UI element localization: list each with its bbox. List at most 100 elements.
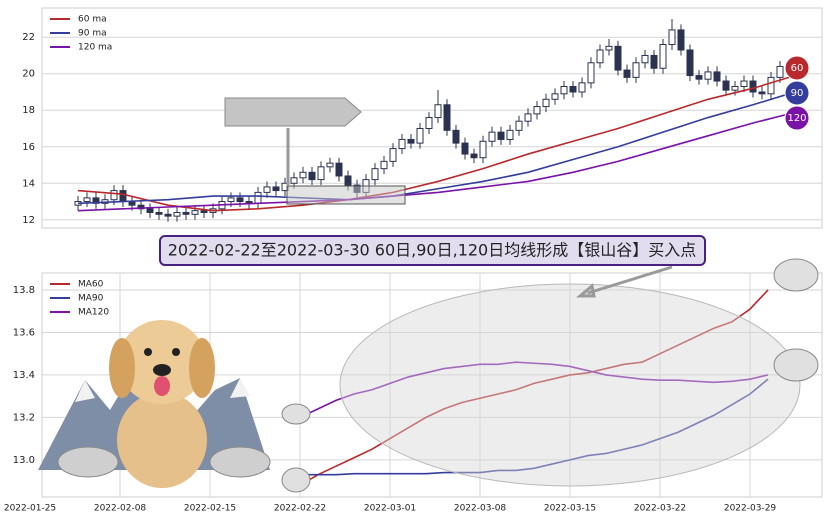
x-tick-label: 2022-01-25 — [4, 504, 56, 514]
ma-line — [77, 113, 790, 212]
silver-cup — [773, 348, 819, 382]
candle-body — [686, 49, 694, 77]
candle-body — [479, 140, 487, 159]
highlight-region — [286, 185, 406, 205]
x-tick-label: 2022-03-29 — [724, 504, 777, 514]
candle-body — [488, 131, 496, 142]
candle-body — [299, 171, 307, 179]
candle-body — [407, 138, 415, 144]
candle-body — [83, 197, 91, 203]
highlight-ellipse — [339, 283, 801, 487]
candle-body — [128, 201, 136, 206]
candle-body — [569, 86, 577, 93]
candle-body — [704, 71, 712, 80]
candle-body — [416, 127, 424, 144]
silver-cup — [281, 403, 311, 425]
candle-body — [578, 82, 586, 93]
candle-body — [524, 113, 532, 122]
silver-ingot — [57, 446, 119, 478]
candle-body — [641, 54, 649, 64]
candle-body — [767, 76, 775, 95]
candle-body — [587, 62, 595, 84]
candle-body — [110, 190, 118, 201]
x-tick-label: 2022-03-08 — [454, 504, 507, 514]
candle-body — [182, 211, 190, 215]
candle-body — [758, 91, 766, 95]
ma-badge-label: 60 — [791, 63, 804, 74]
dog-tongue — [154, 376, 170, 396]
ellipse-arrow — [575, 265, 673, 298]
y-tick-label: 20 — [22, 69, 35, 80]
y-tick-label: 13.8 — [13, 285, 35, 296]
candle-body — [389, 148, 397, 162]
candle-body — [380, 160, 388, 170]
legend-label: MA60 — [78, 280, 104, 290]
candle-body — [254, 191, 262, 204]
candle-body — [326, 162, 334, 168]
silver-cup — [773, 258, 819, 292]
candle-body — [605, 45, 613, 51]
candle-body — [146, 208, 154, 213]
candle-body — [461, 142, 469, 155]
candle-body — [659, 44, 667, 69]
ma-line — [300, 378, 769, 476]
candle-body — [191, 210, 199, 215]
ma-badge-label: 90 — [791, 88, 804, 99]
dog-eye — [144, 348, 152, 356]
candle-body — [317, 166, 325, 181]
y-tick-label: 13.2 — [13, 412, 35, 423]
candle-body — [632, 62, 640, 78]
annotation-arrow — [224, 97, 362, 127]
ma-badge — [784, 55, 810, 81]
candle-body — [506, 129, 514, 140]
candle-body — [335, 162, 343, 177]
dog-eye — [172, 348, 180, 356]
dog-head — [118, 320, 206, 404]
legend-label: MA90 — [78, 294, 104, 304]
ma-line — [299, 361, 769, 419]
y-tick-label: 18 — [22, 105, 35, 116]
candle-body — [452, 129, 460, 144]
candle-body — [497, 131, 505, 140]
candle-body — [272, 186, 280, 192]
candle-body — [119, 190, 127, 203]
y-tick-label: 22 — [22, 32, 35, 43]
y-tick-label: 13.0 — [13, 455, 35, 466]
candle-body — [200, 210, 208, 213]
candle-body — [740, 80, 748, 88]
x-tick-label: 2022-03-15 — [544, 504, 596, 514]
candle-body — [227, 197, 235, 203]
candle-body — [542, 98, 550, 108]
x-tick-label: 2022-03-22 — [634, 504, 686, 514]
x-tick-label: 2022-02-15 — [184, 504, 236, 514]
dog-ear — [109, 338, 135, 398]
candle-body — [308, 171, 316, 181]
candle-body — [290, 177, 298, 184]
candle-body — [533, 106, 541, 115]
candle-body — [668, 29, 676, 46]
ma-line — [77, 93, 790, 205]
candle-body — [677, 29, 685, 51]
candle-body — [515, 120, 523, 131]
candle-body — [236, 197, 244, 203]
snow-caps — [75, 360, 250, 402]
x-tick-label: 2022-03-01 — [364, 504, 416, 514]
dog — [109, 320, 215, 488]
candle-body — [596, 49, 604, 64]
ma-line — [299, 289, 769, 487]
candle-body — [614, 45, 622, 71]
candle-body — [551, 93, 559, 100]
candle-body — [155, 211, 163, 215]
candle-body — [776, 65, 784, 78]
dog-body — [117, 392, 207, 488]
y-tick-label: 13.4 — [13, 370, 35, 381]
y-tick-label: 13.6 — [13, 327, 35, 338]
banner-title: 2022-02-22至2022-03-30 60日,90日,120日均线形成【银… — [168, 241, 697, 260]
candle-body — [560, 86, 568, 95]
legend-label: MA120 — [78, 308, 109, 318]
x-tick-label: 2022-02-22 — [274, 504, 326, 514]
candle-body — [443, 104, 451, 131]
candle-body — [713, 71, 721, 82]
decorations — [38, 97, 819, 493]
